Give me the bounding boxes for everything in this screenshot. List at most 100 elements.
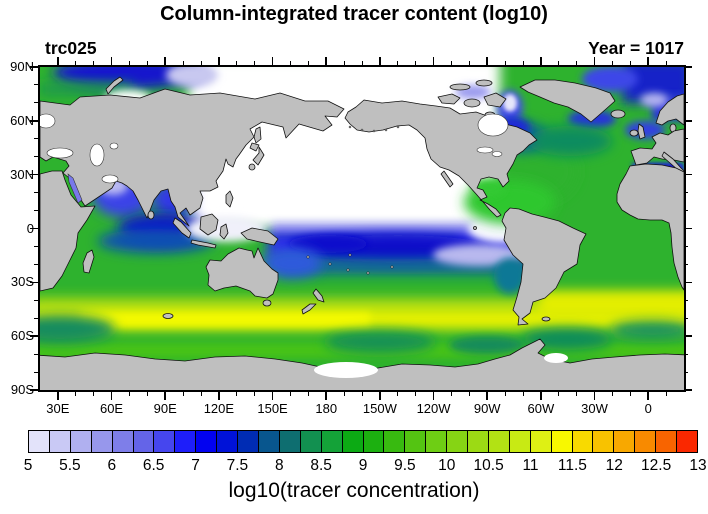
lon-tick-label: 30W	[581, 401, 608, 416]
continent-greenland	[519, 79, 616, 123]
colorbar-box	[195, 431, 217, 452]
lat-tick	[34, 317, 38, 319]
lon-tick	[558, 392, 560, 396]
island-ireland	[629, 129, 639, 137]
lat-tick	[684, 371, 688, 373]
island-kerguelen	[162, 313, 174, 319]
lon-tick-label: 180	[315, 401, 338, 416]
colorbar-tick-label: 13	[689, 457, 707, 474]
lat-tick	[684, 299, 688, 301]
colorbar-tick-label: 10	[438, 457, 456, 474]
lon-tick	[611, 392, 613, 396]
lat-tick-label: 60S	[10, 328, 34, 344]
colorbar-box	[29, 431, 49, 452]
colorbar-box	[508, 431, 530, 452]
lat-tick	[684, 317, 688, 319]
lon-tick	[164, 392, 167, 400]
colorbar-box	[467, 431, 488, 452]
lon-tick	[522, 61, 524, 65]
lon-tick	[647, 392, 650, 400]
colorbar-box	[550, 431, 572, 452]
lon-tick	[289, 61, 291, 65]
lon-tick	[629, 392, 631, 396]
caspian-sea	[89, 143, 105, 167]
lat-tick	[684, 245, 688, 247]
weddell-ice-shelf	[544, 353, 568, 363]
lon-tick	[128, 392, 130, 396]
lon-tick	[379, 392, 381, 400]
lon-tick	[236, 392, 238, 396]
continent-eurasia	[40, 88, 345, 227]
lon-tick	[397, 392, 399, 396]
colorbar-box	[634, 431, 656, 452]
year-label: Year = 1017	[588, 38, 684, 58]
arctic-island	[449, 83, 471, 91]
lon-tick	[486, 57, 489, 65]
island-borneo	[199, 213, 219, 236]
colorbar-box	[174, 431, 196, 452]
lon-tick	[665, 61, 667, 65]
lon-tick	[540, 57, 542, 65]
lon-tick	[629, 61, 631, 65]
lat-tick	[30, 66, 38, 68]
lat-tick	[684, 102, 688, 104]
colorbar-box	[571, 431, 593, 452]
lon-tick	[468, 61, 470, 65]
island-madagascar	[82, 249, 95, 274]
island-honshu	[252, 146, 265, 166]
map-frame	[38, 65, 686, 392]
lat-tick	[684, 66, 692, 68]
lat-tick	[34, 299, 38, 301]
lat-tick	[30, 227, 38, 230]
continent-antarctica	[40, 338, 684, 390]
colorbar-box	[676, 431, 697, 452]
black-sea	[46, 147, 74, 159]
lon-tick	[254, 392, 256, 396]
aral-sea	[109, 142, 119, 150]
lon-tick	[468, 392, 470, 396]
lat-tick	[34, 102, 38, 104]
lon-tick	[522, 392, 524, 396]
aleutian-island-dots	[348, 125, 400, 133]
lon-tick-label: 120E	[203, 401, 235, 416]
lat-tick	[684, 138, 688, 140]
lon-tick	[218, 57, 220, 65]
lat-tick	[30, 389, 38, 391]
lon-tick	[540, 392, 542, 400]
colorbar-tick-label: 8.5	[310, 457, 332, 474]
lat-tick	[684, 389, 692, 391]
lat-tick	[34, 263, 38, 265]
colorbar-box	[48, 431, 70, 452]
lon-tick	[146, 61, 148, 65]
island-falklands	[541, 316, 551, 322]
tracer-name-label: trc025	[45, 38, 97, 58]
lat-tick	[684, 156, 688, 158]
continent-africa-west	[616, 163, 684, 291]
lon-tick	[450, 61, 452, 65]
colorbar-tick-label: 12	[605, 457, 623, 474]
great-lakes	[491, 151, 503, 157]
lat-tick-label: 60N	[10, 112, 34, 128]
lon-tick	[450, 392, 452, 396]
island-banks-victoria	[437, 93, 461, 105]
lon-tick	[182, 61, 184, 65]
lon-tick	[128, 61, 130, 65]
island-baffin	[483, 92, 507, 108]
colorbar-box	[404, 431, 426, 452]
lat-tick	[30, 335, 38, 337]
lon-tick	[593, 57, 596, 65]
lon-tick	[289, 392, 291, 396]
lat-tick	[34, 192, 38, 194]
colorbar-tick-label: 7	[191, 457, 200, 474]
lat-tick	[30, 173, 38, 176]
lon-tick	[558, 61, 560, 65]
island-kyushu	[248, 163, 256, 171]
island-sakhalin	[253, 126, 262, 144]
colorbar-box	[487, 431, 509, 452]
colorbar-box	[341, 431, 363, 452]
plot-title: Column-integrated tracer content (log10)	[160, 3, 548, 25]
lon-tick-label: 30E	[46, 401, 70, 416]
colorbar-tick-label: 10.5	[473, 457, 504, 474]
colorbar-tick-label: 12.5	[641, 457, 672, 474]
